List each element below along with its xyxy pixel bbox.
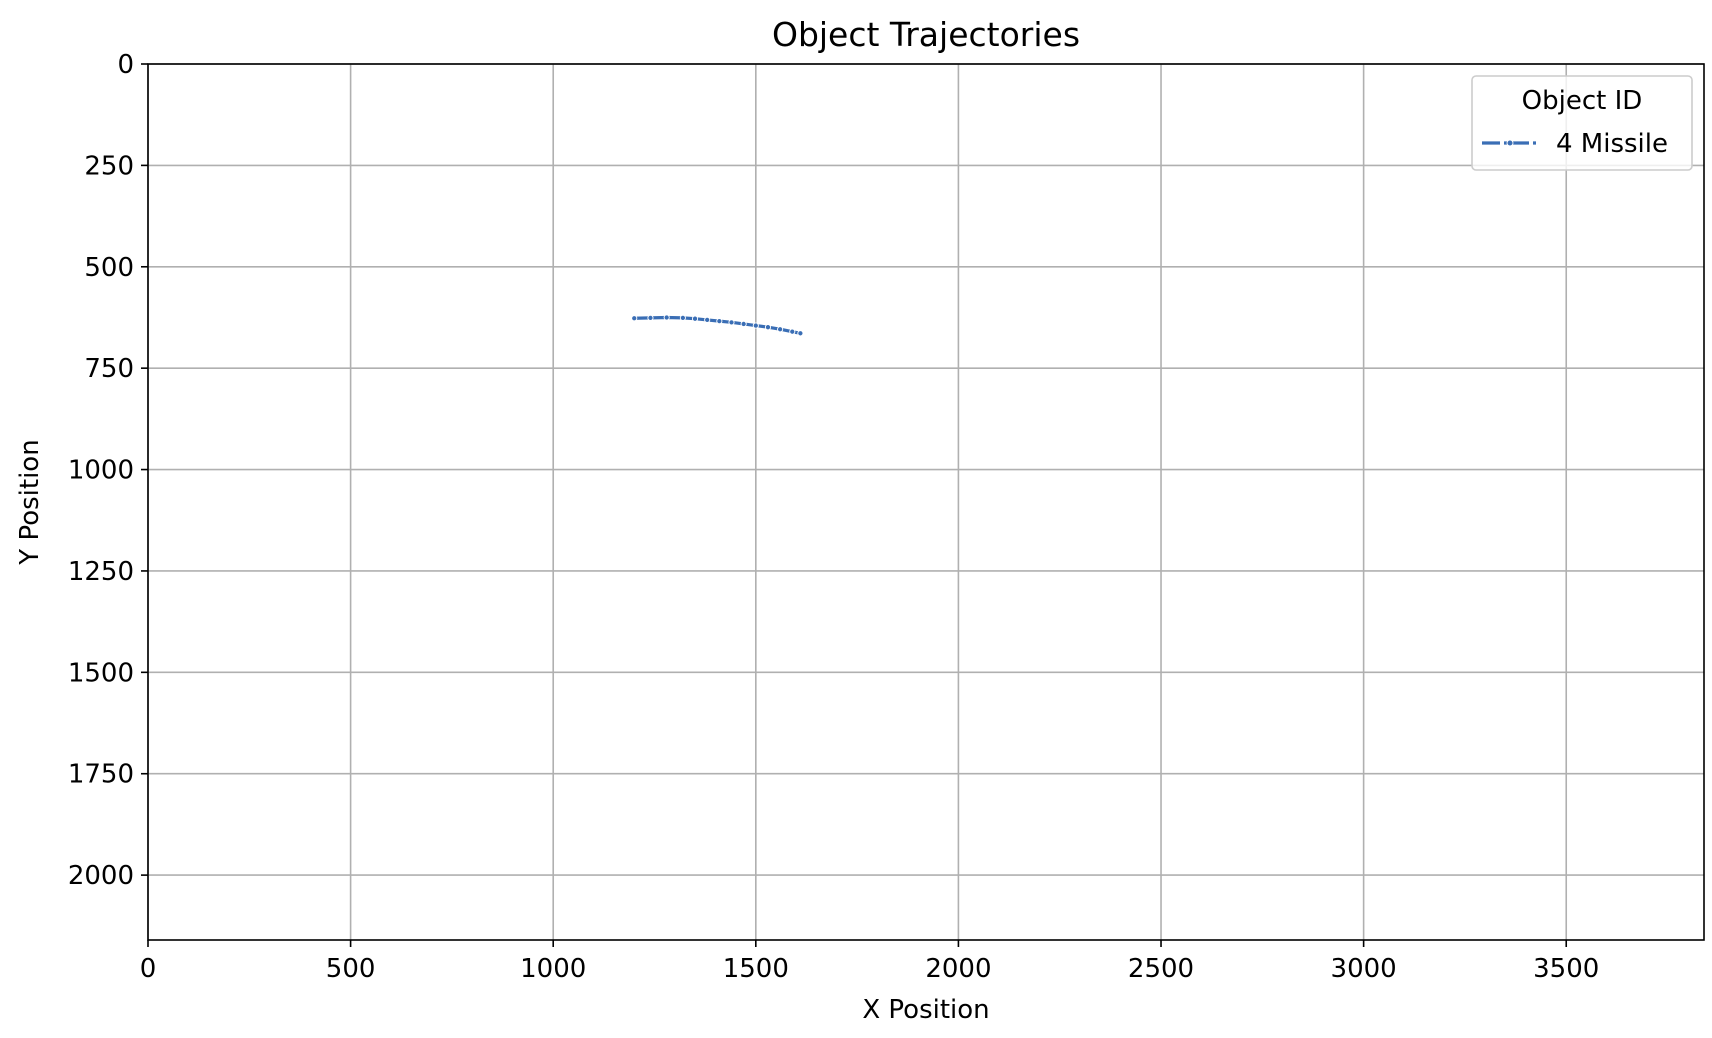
y-axis-label: Y Position: [15, 439, 45, 565]
legend-marker: [1506, 139, 1514, 147]
y-tick-label: 1500: [68, 658, 134, 688]
x-tick-label: 1000: [520, 954, 586, 984]
data-point: [752, 322, 759, 329]
data-point: [740, 320, 747, 328]
data-point: [691, 315, 699, 322]
data-point: [631, 315, 638, 322]
data-point: [716, 318, 723, 325]
data-point: [777, 326, 784, 333]
plot-frame: [147, 63, 1705, 941]
y-tick-label: 1000: [68, 456, 134, 486]
y-tick-label: 0: [117, 50, 134, 80]
data-point: [797, 330, 804, 337]
y-tick-label: 250: [84, 151, 134, 181]
chart-title: Object Trajectories: [772, 15, 1080, 54]
x-tick-label: 2000: [925, 954, 991, 984]
x-tick-label: 3000: [1331, 954, 1397, 984]
y-tick-label: 1750: [68, 760, 134, 790]
x-tick-label: 500: [326, 954, 376, 984]
x-tick-label: 1500: [723, 954, 789, 984]
x-tick-label: 2500: [1128, 954, 1194, 984]
legend-title: Object ID: [1522, 86, 1643, 116]
data-point: [704, 316, 711, 323]
data-point: [789, 328, 796, 335]
x-tick-label: 0: [140, 954, 157, 984]
legend: Object ID 4 Missile: [1471, 75, 1693, 171]
data-point: [663, 314, 670, 321]
y-tick-label: 750: [84, 354, 134, 384]
y-tick-label: 1250: [68, 557, 134, 587]
grid-layer: [147, 63, 1704, 940]
legend-box: [1471, 75, 1693, 171]
x-tick-label: 3500: [1533, 954, 1599, 984]
data-point: [647, 314, 654, 321]
legend-entries: 4 Missile: [1482, 129, 1668, 159]
data-point: [764, 324, 772, 331]
legend-entry-label: 4 Missile: [1556, 129, 1668, 159]
x-axis-label: X Position: [862, 995, 989, 1025]
y-tick-label: 500: [84, 253, 134, 283]
data-point: [679, 314, 686, 321]
tick-layer: 0 500 1000 1500 2000 2500 3000 3500 0 250 500 750 10…: [68, 50, 1599, 984]
series-layer: [631, 314, 804, 337]
data-point: [728, 319, 735, 326]
y-tick-label: 2000: [68, 861, 134, 891]
